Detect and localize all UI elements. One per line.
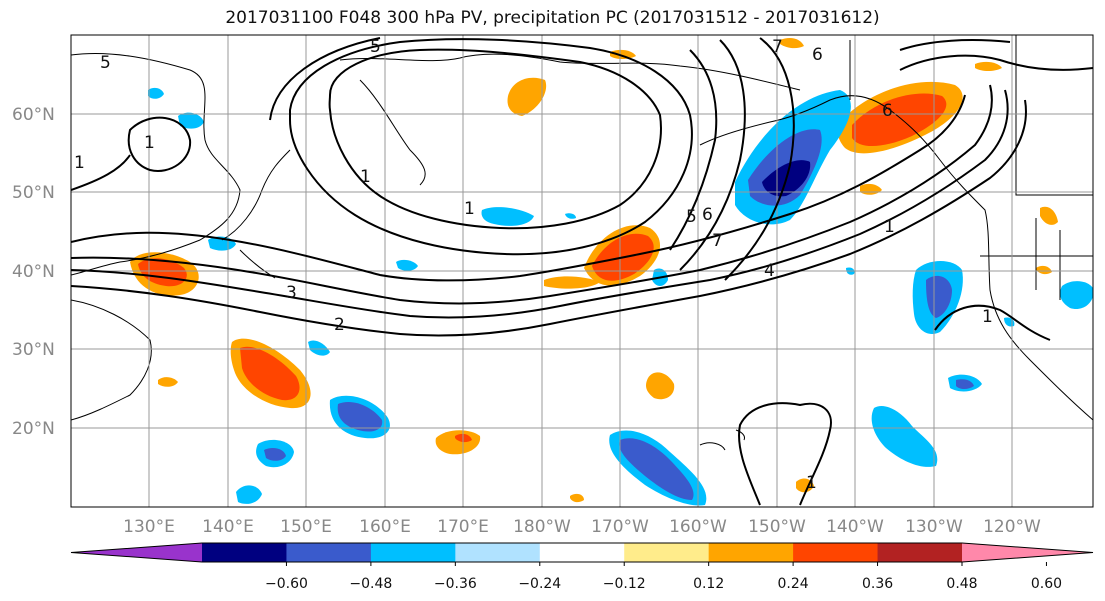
lon-label: 150°W [748, 517, 806, 537]
colorbar-segment [793, 543, 879, 562]
map-title: 2017031100 F048 300 hPa PV, precipitatio… [225, 8, 880, 28]
contour-label: 5 [100, 53, 111, 73]
lon-label: 140°W [826, 517, 884, 537]
colorbar-tick-label: −0.48 [349, 576, 392, 592]
colorbar-tick-label: −0.60 [265, 576, 308, 592]
colorbar-segment [455, 543, 541, 562]
colorbar-tick-label: −0.36 [434, 576, 477, 592]
colorbar-segment [877, 543, 963, 562]
map-area: 5 5 7 6 1 1 1 2 3 1 5 6 7 4 1 1 1 6 [71, 35, 1093, 507]
lon-label: 170°E [437, 517, 489, 537]
precip-positive-shading [130, 38, 1058, 503]
lon-label: 170°W [591, 517, 649, 537]
contour-label: 3 [286, 283, 297, 303]
contour-label: 2 [334, 315, 345, 335]
precip-negative-shading [148, 87, 1093, 506]
lon-label: 120°W [983, 517, 1041, 537]
contour-label: 1 [144, 133, 155, 153]
lon-label: 130°W [905, 517, 963, 537]
contour-label: 1 [982, 307, 993, 327]
colorbar-segment [624, 543, 710, 562]
colorbar-tick-label: 0.36 [862, 576, 893, 592]
colorbar-segment [539, 543, 625, 562]
lat-label: 50°N [12, 183, 55, 203]
contour-label: 1 [806, 473, 817, 493]
contour-label: 6 [812, 45, 823, 65]
latitude-labels: 60°N 50°N 40°N 30°N 20°N [12, 105, 55, 439]
contour-label: 7 [712, 231, 723, 251]
contour-label: 5 [370, 37, 381, 57]
colorbar-tick-label: 0.48 [946, 576, 977, 592]
contour-label: 1 [884, 217, 895, 237]
lat-label: 40°N [12, 262, 55, 282]
contour-label: 6 [702, 205, 713, 225]
pv-contours [71, 37, 1093, 506]
lat-label: 60°N [12, 105, 55, 125]
colorbar-extend-low [71, 543, 202, 562]
colorbar-segment [370, 543, 456, 562]
contour-label: 1 [74, 153, 85, 173]
colorbar-tick-label: 0.24 [778, 576, 809, 592]
contour-label: 4 [764, 261, 775, 281]
contour-label: 1 [464, 199, 475, 219]
lon-label: 180°W [513, 517, 571, 537]
colorbar-outline [70, 542, 1094, 563]
contour-label: 1 [360, 167, 371, 187]
contour-label: 6 [882, 101, 893, 121]
lon-label: 140°E [202, 517, 254, 537]
colorbar: −0.60 −0.48 −0.36 −0.24 −0.12 0.12 0.24 0.36 0.4… [70, 542, 1094, 592]
colorbar-segment [202, 543, 287, 562]
colorbar-tick-label: 0.60 [1031, 576, 1062, 592]
contour-label: 7 [772, 37, 783, 57]
coastlines [71, 35, 1093, 451]
lon-label: 160°W [669, 517, 727, 537]
colorbar-tick-label: −0.12 [603, 576, 646, 592]
colorbar-segment [286, 543, 372, 562]
lat-label: 30°N [12, 340, 55, 360]
longitude-labels: 130°E 140°E 150°E 160°E 170°E 180°W 170°… [123, 517, 1041, 537]
colorbar-tick-label: −0.24 [518, 576, 561, 592]
lon-label: 150°E [280, 517, 332, 537]
colorbar-segment [708, 543, 794, 562]
contour-label: 5 [686, 207, 697, 227]
colorbar-extend-high [962, 543, 1093, 562]
lon-label: 160°E [359, 517, 411, 537]
colorbar-tick-label: 0.12 [693, 576, 724, 592]
lat-label: 20°N [12, 419, 55, 439]
map-frame [70, 34, 1094, 508]
lon-label: 130°E [123, 517, 175, 537]
contour-labels: 5 5 7 6 1 1 1 2 3 1 5 6 7 4 1 1 1 6 [74, 37, 993, 493]
